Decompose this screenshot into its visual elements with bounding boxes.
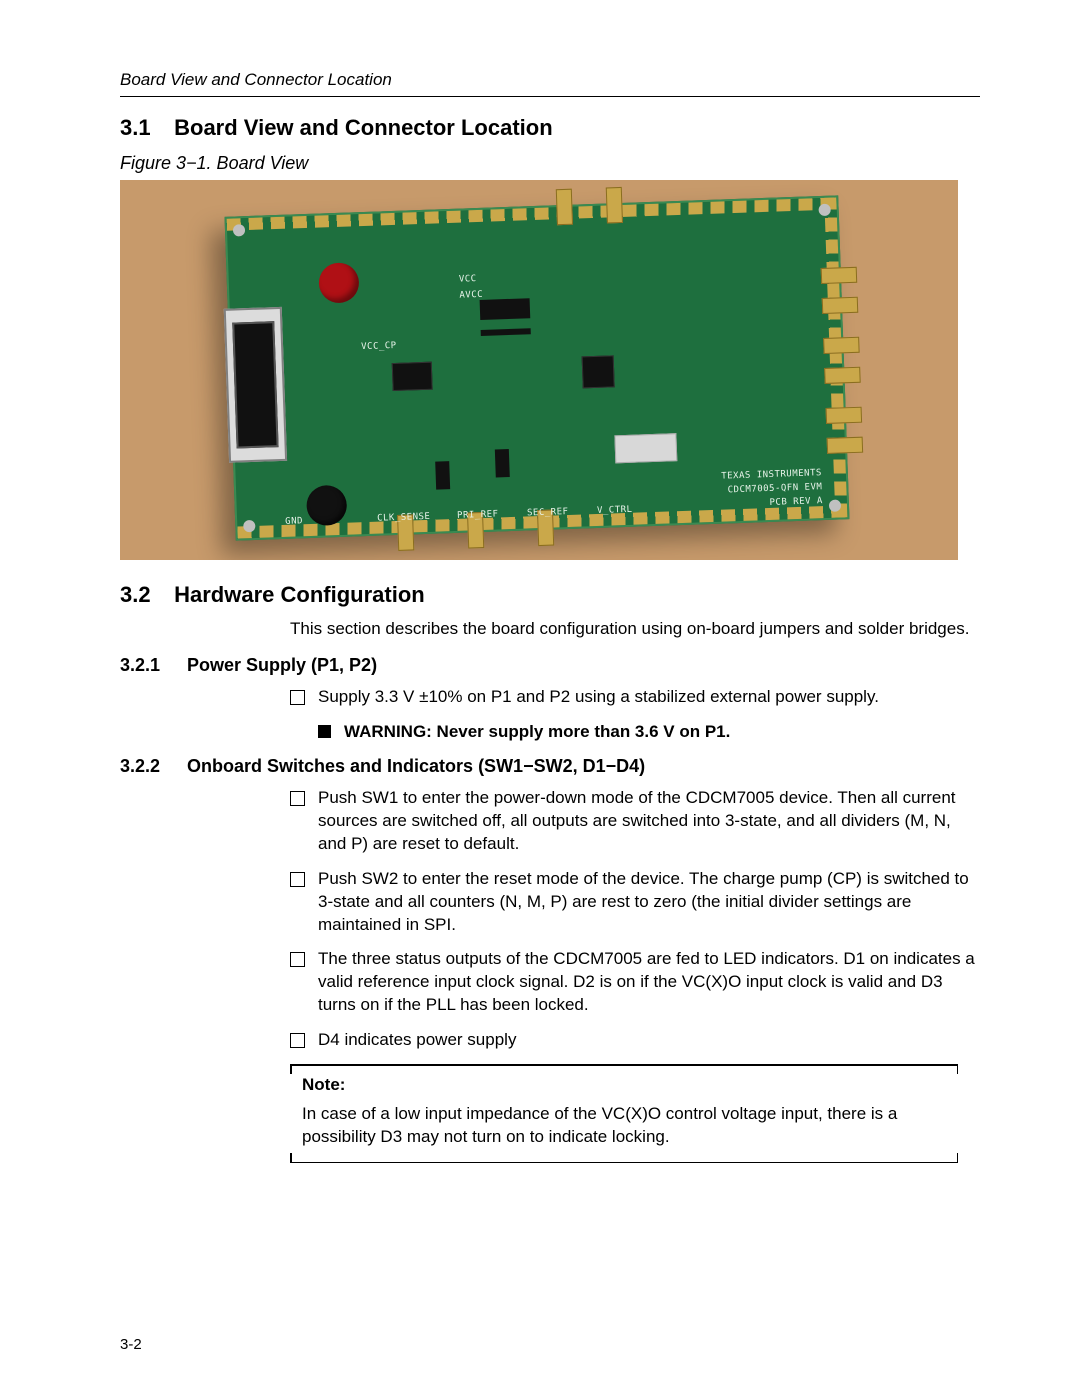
sma-connector <box>822 297 859 314</box>
bullet-list-322: Push SW1 to enter the power-down mode of… <box>290 787 980 1052</box>
pin-header <box>481 328 531 336</box>
black-binding-post <box>306 485 347 526</box>
bullet-list-321: Supply 3.3 V ±10% on P1 and P2 using a s… <box>290 686 980 709</box>
warning-item: WARNING: Never supply more than 3.6 V on… <box>318 721 980 744</box>
section-3-2-2-heading: 3.2.2 Onboard Switches and Indicators (S… <box>120 756 980 777</box>
silkscreen-text: AVCC <box>459 290 483 301</box>
silkscreen-text: PCB REV A <box>769 496 823 508</box>
silkscreen-text: PRI_REF <box>457 509 499 520</box>
section-3-2-heading: 3.2 Hardware Configuration <box>120 582 980 608</box>
list-item: Push SW2 to enter the reset mode of the … <box>290 868 980 937</box>
section-3-1-heading: 3.1 Board View and Connector Location <box>120 115 980 141</box>
note-corner <box>290 1153 292 1163</box>
running-header: Board View and Connector Location <box>120 70 980 90</box>
silkscreen-text: VCC <box>459 274 477 285</box>
section-title: Board View and Connector Location <box>174 115 553 140</box>
silkscreen-text: CLK_SENSE <box>377 512 431 524</box>
section-3-2-1-heading: 3.2.1 Power Supply (P1, P2) <box>120 655 980 676</box>
red-binding-post <box>318 262 359 303</box>
list-item: Supply 3.3 V ±10% on P1 and P2 using a s… <box>290 686 980 709</box>
section-title: Power Supply (P1, P2) <box>187 655 377 675</box>
note-corner <box>957 1153 959 1163</box>
dsub-connector <box>224 307 287 463</box>
silkscreen-text: VCC_CP <box>361 341 397 352</box>
sma-connector <box>824 367 861 384</box>
sma-connector <box>821 267 858 284</box>
pcb-board: VCC AVCC VCC_CP GND CLK_SENSE PRI_REF SE… <box>225 195 850 540</box>
push-switch <box>495 449 510 477</box>
sma-connector <box>556 189 573 226</box>
section-3-2-intro: This section describes the board configu… <box>290 618 980 641</box>
sma-connector <box>823 337 860 354</box>
ic-chip <box>392 362 433 391</box>
push-switch <box>435 461 450 489</box>
header-rule <box>120 96 980 97</box>
list-item: The three status outputs of the CDCM7005… <box>290 948 980 1017</box>
section-number: 3.2.1 <box>120 655 182 676</box>
warning-list: WARNING: Never supply more than 3.6 V on… <box>318 721 980 744</box>
list-item: Push SW1 to enter the power-down mode of… <box>290 787 980 856</box>
ic-chip <box>582 355 615 388</box>
gold-edge-top <box>227 197 837 230</box>
document-page: Board View and Connector Location 3.1 Bo… <box>0 0 1080 1397</box>
note-box: Note: In case of a low input impedance o… <box>290 1064 958 1163</box>
pin-header <box>480 298 531 320</box>
list-item: D4 indicates power supply <box>290 1029 980 1052</box>
note-title: Note: <box>302 1074 946 1097</box>
standoff <box>233 224 245 236</box>
note-corner <box>957 1064 959 1074</box>
note-corner <box>290 1064 292 1074</box>
section-number: 3.2.2 <box>120 756 182 777</box>
vcxo-module <box>614 433 677 463</box>
silkscreen-text: SEC_REF <box>527 507 569 518</box>
board-view-figure: VCC AVCC VCC_CP GND CLK_SENSE PRI_REF SE… <box>120 180 958 560</box>
sma-connector <box>826 407 863 424</box>
gold-edge-right <box>824 197 847 517</box>
figure-caption: Figure 3−1. Board View <box>120 153 980 174</box>
silkscreen-text: CDCM7005-QFN EVM <box>728 482 823 495</box>
silkscreen-text: V_CTRL <box>597 505 633 516</box>
page-number: 3-2 <box>120 1336 142 1353</box>
sma-connector <box>606 187 623 224</box>
silkscreen-text: TEXAS INSTRUMENTS <box>721 468 822 482</box>
note-body: In case of a low input impedance of the … <box>302 1103 946 1149</box>
silkscreen-text: GND <box>285 516 303 527</box>
section-number: 3.2 <box>120 582 168 608</box>
sma-connector <box>827 437 864 454</box>
section-title: Onboard Switches and Indicators (SW1−SW2… <box>187 756 645 776</box>
section-title: Hardware Configuration <box>174 582 425 607</box>
section-number: 3.1 <box>120 115 168 141</box>
